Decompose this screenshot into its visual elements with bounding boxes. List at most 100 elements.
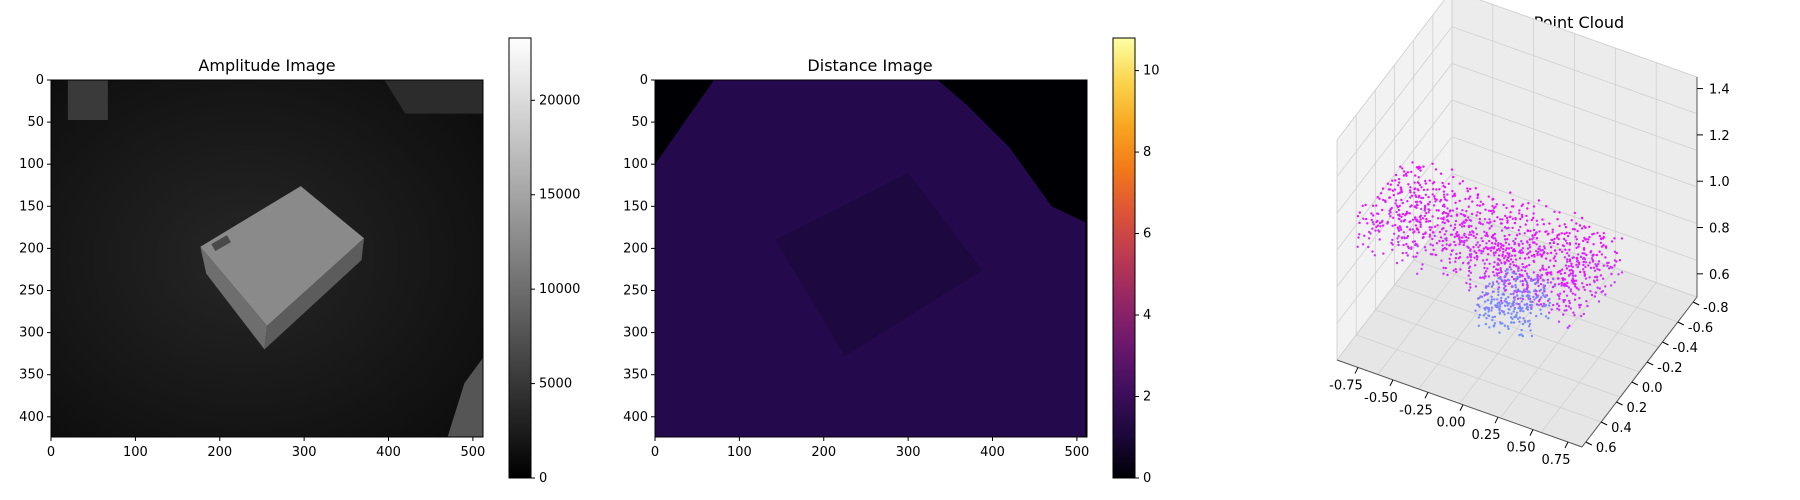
point-cluster-0 bbox=[1597, 262, 1600, 266]
point-cluster-0 bbox=[1464, 197, 1467, 201]
point-cluster-0 bbox=[1418, 194, 1421, 198]
point-cluster-0 bbox=[1540, 273, 1544, 277]
colorbar-tick-label: 15000 bbox=[539, 188, 580, 203]
point-cluster-0 bbox=[1421, 263, 1424, 266]
point-cluster-0 bbox=[1397, 229, 1401, 232]
point-cluster-1 bbox=[1530, 307, 1533, 311]
point-cluster-0 bbox=[1592, 253, 1595, 256]
point-cluster-0 bbox=[1405, 212, 1408, 216]
point-cluster-0 bbox=[1476, 241, 1479, 244]
point-cluster-0 bbox=[1585, 253, 1588, 257]
point-cluster-1 bbox=[1503, 280, 1506, 283]
point-cluster-1 bbox=[1492, 283, 1495, 286]
point-cluster-0 bbox=[1539, 269, 1542, 272]
colorbar-tick-label: 10 bbox=[1143, 64, 1160, 79]
point-cluster-0 bbox=[1576, 265, 1579, 269]
point-cluster-0 bbox=[1515, 264, 1518, 268]
point-cluster-0 bbox=[1475, 243, 1478, 247]
point-cluster-0 bbox=[1479, 212, 1482, 215]
point-cluster-1 bbox=[1520, 328, 1523, 332]
point-cluster-0 bbox=[1438, 230, 1442, 234]
amplitude-corner-object bbox=[447, 357, 483, 437]
point-cluster-0 bbox=[1568, 269, 1571, 272]
point-cluster-0 bbox=[1469, 271, 1473, 274]
point-cluster-0 bbox=[1443, 186, 1447, 189]
point-cluster-0 bbox=[1509, 263, 1512, 266]
point-cluster-0 bbox=[1462, 213, 1465, 217]
point-cluster-0 bbox=[1476, 211, 1479, 214]
point-cluster-0 bbox=[1528, 246, 1532, 249]
point-cluster-0 bbox=[1567, 274, 1571, 277]
point-cluster-0 bbox=[1485, 231, 1488, 235]
point-cluster-0 bbox=[1372, 223, 1375, 226]
point-cluster-0 bbox=[1577, 243, 1581, 246]
point-cluster-0 bbox=[1571, 274, 1575, 277]
point-cluster-0 bbox=[1493, 219, 1496, 223]
point-cluster-0 bbox=[1476, 194, 1480, 197]
point-cluster-0 bbox=[1521, 274, 1524, 278]
y-tick-label: 300 bbox=[19, 326, 44, 341]
point-cluster-0 bbox=[1490, 225, 1493, 228]
point-cluster-0 bbox=[1449, 209, 1452, 212]
point-cluster-0 bbox=[1420, 186, 1423, 189]
point-cluster-0 bbox=[1482, 247, 1486, 250]
y-tick-label: 100 bbox=[623, 157, 648, 172]
point-cluster-0 bbox=[1575, 246, 1578, 250]
point-cluster-1 bbox=[1510, 321, 1513, 324]
point-cluster-0 bbox=[1507, 253, 1511, 256]
point-cluster-0 bbox=[1475, 214, 1478, 217]
pointcloud-points bbox=[1356, 161, 1624, 338]
point-cluster-0 bbox=[1572, 256, 1576, 259]
point-cluster-0 bbox=[1440, 259, 1443, 262]
point-cluster-0 bbox=[1432, 181, 1436, 184]
colorbar-tick-label: 20000 bbox=[539, 93, 580, 108]
point-cluster-0 bbox=[1507, 226, 1510, 230]
point-cluster-0 bbox=[1551, 285, 1555, 289]
point-cluster-0 bbox=[1465, 239, 1468, 242]
point-cluster-0 bbox=[1417, 176, 1420, 179]
point-cluster-0 bbox=[1376, 196, 1379, 199]
point-cluster-0 bbox=[1558, 211, 1561, 214]
point-cluster-0 bbox=[1580, 216, 1584, 220]
point-cluster-0 bbox=[1562, 244, 1566, 248]
point-cluster-0 bbox=[1358, 221, 1361, 225]
point-cluster-0 bbox=[1564, 239, 1568, 242]
point-cluster-0 bbox=[1555, 252, 1558, 255]
point-cluster-0 bbox=[1487, 253, 1490, 256]
point-cluster-0 bbox=[1534, 292, 1537, 296]
point-cluster-1 bbox=[1522, 317, 1525, 320]
point-cluster-0 bbox=[1393, 188, 1397, 191]
point-cluster-0 bbox=[1550, 238, 1553, 242]
point-cluster-0 bbox=[1490, 236, 1494, 239]
point-cluster-0 bbox=[1476, 196, 1479, 200]
point-cluster-0 bbox=[1588, 261, 1592, 264]
point-cluster-1 bbox=[1548, 297, 1551, 301]
point-cluster-0 bbox=[1435, 198, 1438, 201]
point-cluster-0 bbox=[1468, 266, 1471, 270]
point-cluster-0 bbox=[1570, 268, 1573, 272]
y-tick-mark bbox=[1631, 381, 1639, 386]
point-cluster-0 bbox=[1582, 263, 1585, 267]
point-cluster-0 bbox=[1431, 188, 1435, 191]
point-cluster-0 bbox=[1547, 266, 1551, 269]
point-cluster-0 bbox=[1434, 200, 1437, 203]
point-cluster-0 bbox=[1461, 236, 1464, 239]
point-cluster-0 bbox=[1546, 271, 1550, 274]
pointcloud-panel: Subsampled Point Cloud -0.75-0.50-0.250.… bbox=[1329, 0, 1730, 468]
point-cluster-0 bbox=[1431, 244, 1435, 247]
point-cluster-0 bbox=[1361, 204, 1364, 207]
point-cluster-0 bbox=[1454, 268, 1457, 271]
point-cluster-1 bbox=[1514, 283, 1517, 287]
point-cluster-0 bbox=[1452, 269, 1455, 272]
point-cluster-0 bbox=[1525, 240, 1529, 243]
point-cluster-0 bbox=[1391, 179, 1394, 182]
point-cluster-0 bbox=[1507, 243, 1511, 246]
point-cluster-0 bbox=[1449, 224, 1453, 227]
colorbar-tick-label: 4 bbox=[1143, 308, 1151, 323]
point-cluster-0 bbox=[1394, 179, 1397, 182]
point-cluster-0 bbox=[1499, 267, 1502, 270]
z-tick-label: 1.0 bbox=[1709, 175, 1730, 190]
point-cluster-0 bbox=[1421, 196, 1425, 200]
point-cluster-1 bbox=[1490, 295, 1493, 298]
point-cluster-1 bbox=[1474, 309, 1477, 312]
